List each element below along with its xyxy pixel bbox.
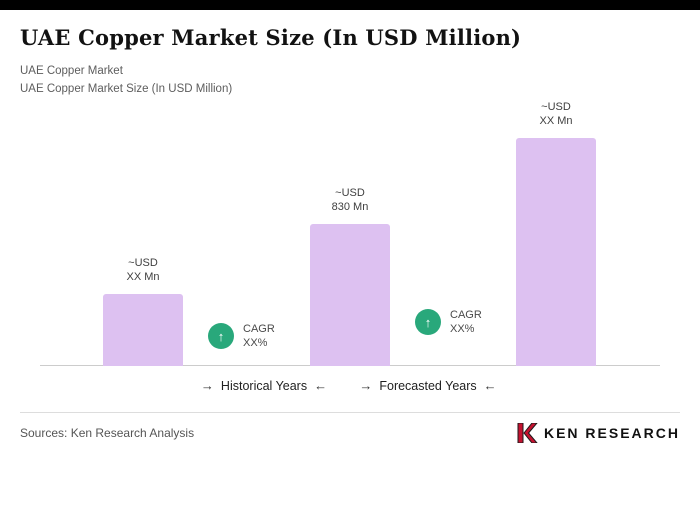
chart-subtitle-line2: UAE Copper Market Size (In USD Million) [20, 83, 233, 95]
bar-2: ~USD 830 Mn [310, 186, 390, 366]
left-arrow-icon: ← [483, 378, 497, 393]
bar [103, 294, 183, 366]
axis-group-label: Historical Years [220, 378, 308, 393]
axis-group-historical-years: → Historical Years ← [201, 378, 327, 393]
cagr-badge-2: ↑ CAGR XX% [415, 308, 482, 336]
left-arrow-icon: ← [314, 378, 328, 393]
axis-group-forecasted-years: → Forecasted Years ← [359, 378, 496, 393]
page-title: UAE Copper Market Size (In USD Million) [20, 25, 522, 50]
bar [516, 138, 596, 366]
bar-value-label: ~USD XX Mn [126, 257, 160, 283]
ken-research-logo: KEN RESEARCH [516, 423, 680, 443]
bar-value-label: ~USD XX Mn [539, 101, 573, 127]
growth-up-arrow-icon: ↑ [415, 309, 441, 335]
footer-divider [20, 412, 680, 413]
bar-chart: ~USD XX Mn ~USD 830 Mn ~USD XX Mn ↑ CAGR XX% ↑ CAG… [0, 100, 700, 366]
bar-1: ~USD XX Mn [103, 256, 183, 366]
axis-group-label: Forecasted Years [379, 378, 477, 393]
chart-subtitle-line1: UAE Copper Market [20, 65, 123, 77]
x-axis-group-labels: → Historical Years ← → Forecasted Years ← [0, 366, 700, 400]
growth-up-arrow-icon: ↑ [208, 323, 234, 349]
cagr-label: CAGR XX% [243, 323, 275, 349]
cagr-badge-1: ↑ CAGR XX% [208, 322, 275, 350]
bar [310, 224, 390, 366]
top-black-bar [0, 0, 700, 10]
right-arrow-icon: → [359, 378, 373, 393]
bar-value-label: ~USD 830 Mn [331, 187, 369, 213]
cagr-label: CAGR XX% [450, 309, 482, 335]
bar-3: ~USD XX Mn [516, 100, 596, 366]
right-arrow-icon: → [200, 378, 214, 393]
sources-text: Sources: Ken Research Analysis [20, 426, 195, 440]
ken-research-logo-icon [516, 423, 538, 443]
logo-text: KEN RESEARCH [543, 425, 680, 441]
